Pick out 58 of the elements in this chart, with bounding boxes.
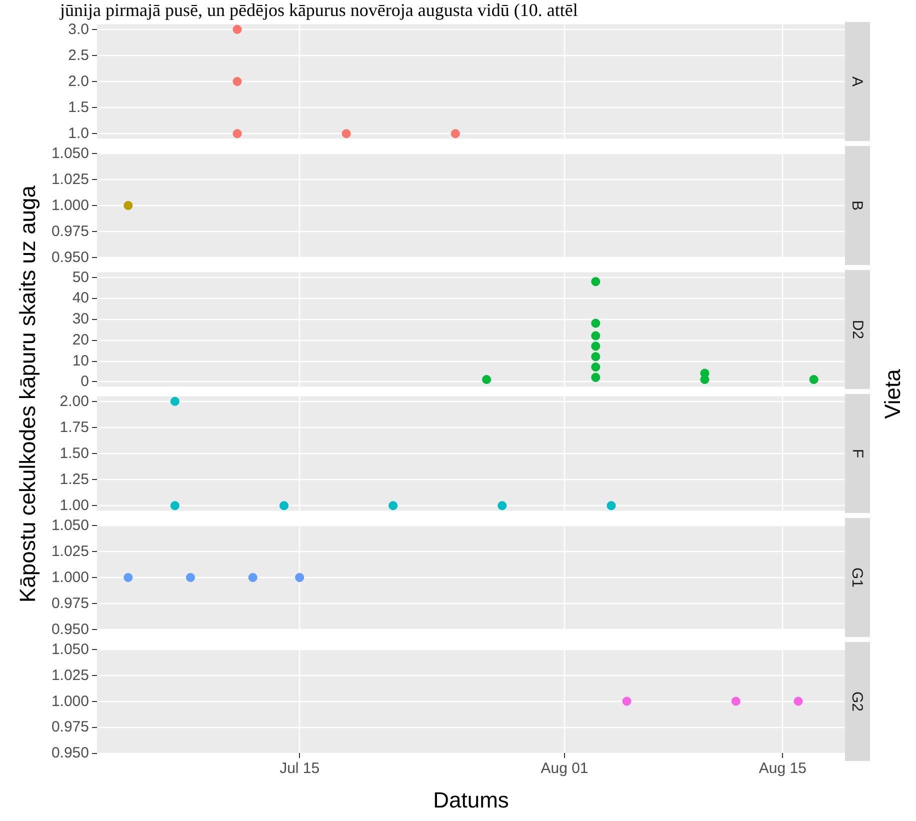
point: [591, 318, 600, 328]
point: [450, 129, 460, 138]
y-tick-label: 1.25: [60, 471, 89, 488]
point: [591, 352, 600, 362]
y-tick-label: 0.975: [51, 223, 89, 240]
point: [232, 77, 242, 86]
y-tick-label: 1.50: [60, 445, 89, 462]
y-tick-label: 2.00: [60, 392, 89, 410]
point: [232, 24, 242, 34]
point: [591, 372, 600, 382]
y-tick-label: 10: [72, 352, 89, 370]
y-tick-label: 2.5: [68, 46, 89, 64]
x-axis-title: Datums: [433, 788, 509, 812]
y-tick-label: 1.000: [51, 197, 89, 214]
y-tick-label: 1.050: [51, 517, 89, 534]
point: [591, 277, 600, 286]
y-tick-label: 1.75: [60, 418, 89, 436]
text: jūnija pirmajā pusē, un pēdējos kāpurus novēroja augusta vidū (10. attēl: [60, 0, 578, 20]
y-tick-label: 1.00: [60, 497, 89, 514]
y-tick-label: 1.025: [51, 666, 89, 684]
point: [591, 331, 600, 340]
y-tick-label: 0.950: [51, 621, 89, 638]
y-tick-label: 30: [72, 310, 89, 328]
y-tick-label: 3.0: [68, 20, 89, 38]
y-tick-label: 1.025: [51, 171, 89, 188]
text: B: [848, 200, 866, 211]
x-tick-label: Aug 15: [758, 760, 806, 777]
point: [342, 129, 351, 138]
y-tick-label: 1.000: [51, 569, 89, 586]
text: A: [848, 76, 866, 87]
y-tick-label: 1.0: [68, 125, 89, 142]
x-tick-label: Jul 15: [280, 760, 320, 777]
y-tick-label: 2.0: [68, 73, 89, 90]
point: [232, 129, 242, 138]
y-tick-label: 0.950: [51, 249, 89, 266]
text: G2: [848, 691, 866, 712]
y-tick-label: 0: [80, 373, 89, 390]
y-tick-label: 40: [72, 290, 89, 307]
y-tick-label: 0.975: [51, 595, 89, 612]
text: G1: [848, 567, 866, 588]
point: [482, 375, 492, 384]
y-tick-label: 1.000: [51, 692, 89, 710]
text: D2: [849, 320, 866, 340]
y-tick-label: 1.050: [51, 641, 89, 658]
y-tick-label: 1.025: [51, 543, 89, 560]
y-tick-label: 1.5: [68, 99, 89, 116]
point: [809, 375, 818, 384]
y-tick-label: 0.975: [51, 718, 89, 736]
y-axis-title: Kāpostu cekulkodes kāpuru skaits uz auga: [15, 185, 41, 603]
y2-axis-title: Vieta: [880, 369, 906, 419]
y-tick-label: 50: [72, 268, 89, 286]
x-tick-label: Aug 01: [540, 760, 588, 777]
y-tick-label: 1.050: [51, 145, 89, 162]
y-tick-label: 0.950: [51, 744, 89, 762]
text: F: [848, 448, 866, 458]
point: [591, 342, 600, 351]
y-tick-label: 20: [72, 331, 89, 348]
point: [591, 362, 600, 372]
